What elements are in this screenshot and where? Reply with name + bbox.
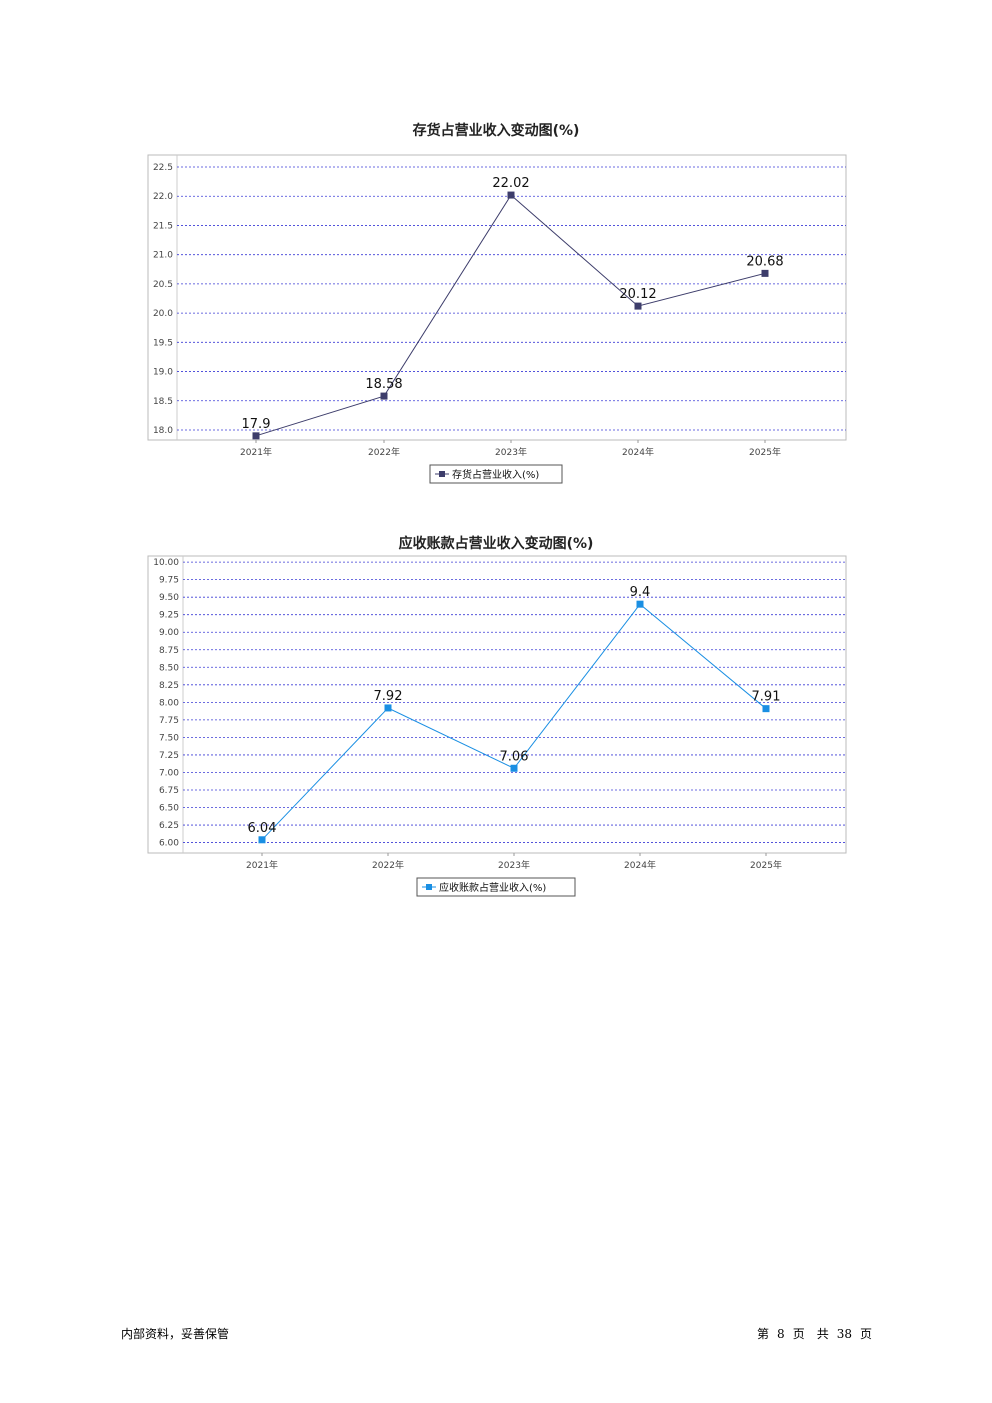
data-point — [384, 704, 392, 712]
y-tick-label: 18.5 — [153, 397, 173, 407]
data-point — [762, 705, 770, 713]
y-tick-label: 6.50 — [159, 804, 179, 814]
data-label: 20.12 — [619, 287, 656, 302]
legend-marker — [426, 884, 432, 890]
y-tick-label: 10.00 — [153, 558, 179, 568]
x-tick-label: 2023年 — [495, 446, 527, 458]
page-prefix: 第 — [757, 1327, 770, 1341]
y-tick-label: 18.0 — [153, 426, 173, 436]
x-tick-label: 2022年 — [368, 446, 400, 458]
y-tick-label: 8.50 — [159, 663, 179, 673]
chart-title: 存货占营业收入变动图(%) — [412, 123, 580, 139]
legend-label: 存货占营业收入(%) — [452, 468, 539, 481]
y-tick-label: 9.00 — [159, 628, 179, 638]
inventory-chart-svg: 18.0 18.5 19.0 19.5 20.0 20.5 21.0 21.5 22.0 22.5… — [147, 154, 847, 484]
data-label: 20.68 — [746, 254, 783, 269]
x-tick-label: 2023年 — [498, 859, 530, 871]
data-label: 7.92 — [374, 689, 403, 704]
chart-frame — [147, 154, 847, 441]
y-tick-label: 21.0 — [153, 251, 173, 261]
y-tick-label: 8.25 — [159, 681, 179, 691]
confidential-note: 内部资料，妥善保管 — [121, 1327, 230, 1341]
page-suffix: 页 — [859, 1327, 872, 1341]
x-tick-label: 2021年 — [240, 446, 272, 458]
data-label: 7.06 — [500, 749, 529, 764]
y-tick-label: 8.00 — [159, 698, 179, 708]
y-tick-label: 7.75 — [159, 716, 179, 726]
x-tick-label: 2025年 — [749, 446, 781, 458]
y-tick-label: 19.5 — [153, 338, 173, 348]
y-tick-label: 9.25 — [159, 611, 179, 621]
x-tick-label: 2022年 — [372, 859, 404, 871]
chart-title: 应收账款占营业收入变动图(%) — [398, 536, 594, 552]
legend-box — [416, 877, 576, 897]
y-tick-label: 21.5 — [153, 221, 173, 231]
data-point — [636, 600, 644, 608]
data-label: 22.02 — [492, 176, 529, 191]
y-tick-label: 22.0 — [153, 192, 173, 202]
legend-box — [429, 464, 563, 484]
data-point — [258, 836, 266, 844]
y-tick-label: 7.25 — [159, 751, 179, 761]
y-tick-label: 8.75 — [159, 646, 179, 656]
y-tick-label: 6.75 — [159, 786, 179, 796]
y-tick-label: 9.75 — [159, 576, 179, 586]
legend-label: 应收账款占营业收入(%) — [439, 881, 546, 894]
y-tick-label: 6.00 — [159, 839, 179, 849]
x-tick-label: 2024年 — [624, 859, 656, 871]
y-tick-label: 9.50 — [159, 593, 179, 603]
y-tick-label: 6.25 — [159, 821, 179, 831]
data-label: 6.04 — [248, 821, 277, 836]
y-tick-label: 19.0 — [153, 368, 173, 378]
data-label: 18.58 — [365, 377, 402, 392]
data-point — [510, 764, 518, 772]
data-point — [761, 269, 769, 277]
x-tick-label: 2024年 — [622, 446, 654, 458]
y-tick-label: 22.5 — [153, 163, 173, 173]
y-tick-label: 7.50 — [159, 733, 179, 743]
page-mid: 页 共 — [792, 1327, 829, 1341]
data-label: 7.91 — [752, 690, 781, 705]
page-total: 38 — [836, 1327, 852, 1341]
x-tick-label: 2025年 — [750, 859, 782, 871]
data-point — [507, 191, 515, 199]
data-point — [380, 392, 388, 400]
receivables-chart-svg: 6.00 6.25 6.50 6.75 7.00 7.25 7.50 7.75 8.00 8.25… — [147, 555, 847, 897]
data-point — [252, 432, 260, 440]
page-number: 8 — [777, 1327, 785, 1341]
y-tick-label: 20.0 — [153, 309, 173, 319]
data-point — [634, 302, 642, 310]
data-label: 17.9 — [242, 417, 271, 432]
legend-marker — [439, 471, 445, 477]
chart-frame — [147, 555, 847, 854]
x-tick-label: 2021年 — [246, 859, 278, 871]
series-line — [261, 603, 767, 841]
data-label: 9.4 — [630, 585, 651, 600]
y-tick-label: 20.5 — [153, 280, 173, 290]
y-tick-label: 7.00 — [159, 768, 179, 778]
